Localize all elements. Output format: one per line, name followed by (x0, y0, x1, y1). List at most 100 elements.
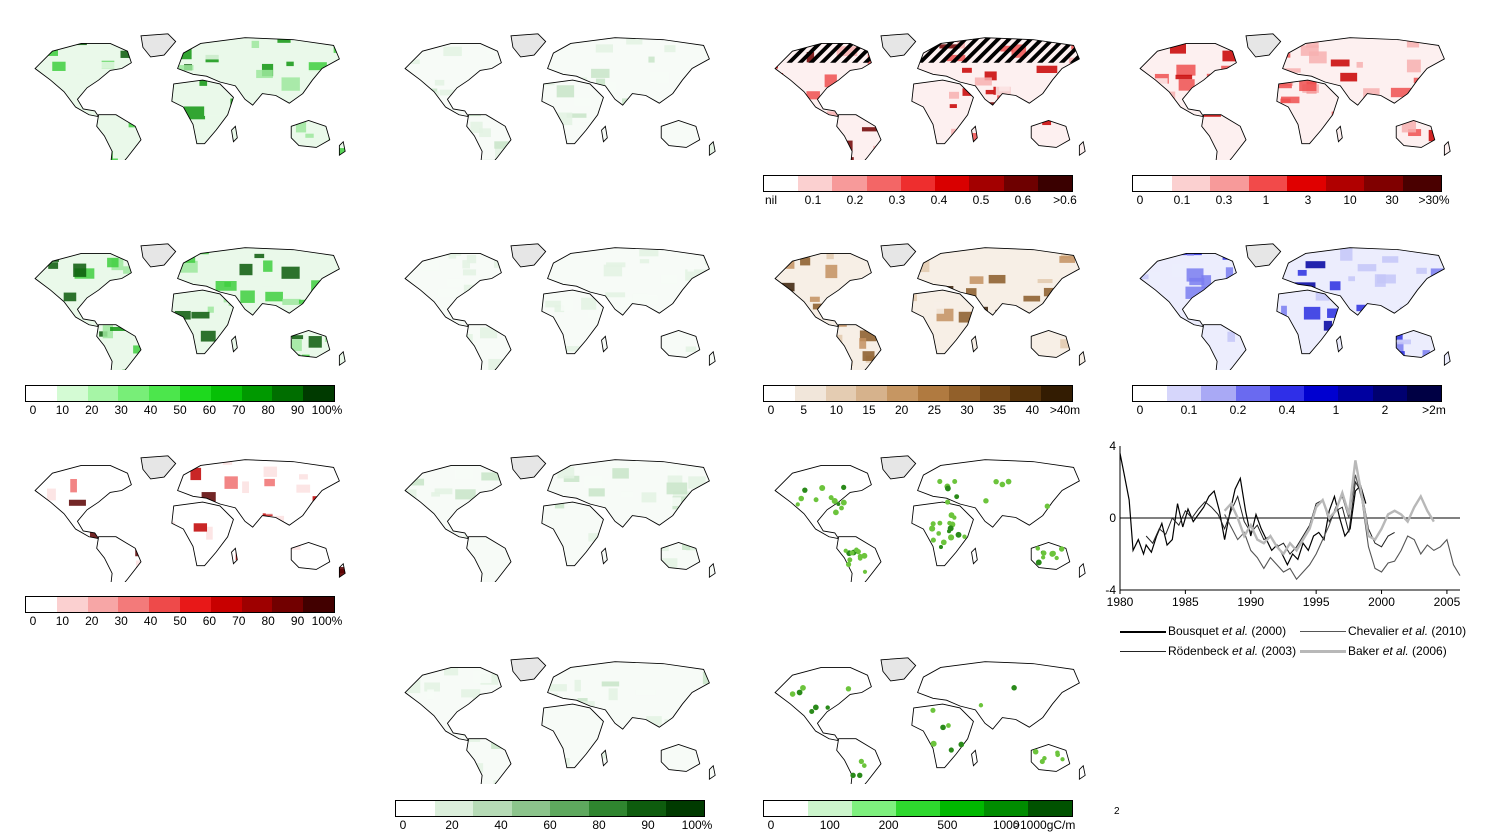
colorbar-tick-label: 80 (261, 614, 275, 628)
continent-outline (510, 243, 547, 268)
continent-outline (171, 501, 234, 567)
colorbar-swatch (1248, 176, 1287, 191)
colorbar: 0 10 20 30 40 50 60 70 80 90 100% (25, 596, 342, 628)
colorbar-tick-label: 0 (1136, 193, 1144, 207)
map-panel (1115, 240, 1455, 370)
continent-outline (34, 253, 132, 328)
continent-outline (601, 335, 608, 353)
continent-outline (1276, 79, 1339, 145)
continent-outline (601, 547, 608, 565)
colorbar: 0 10 20 30 40 50 60 70 80 90 100% (25, 385, 343, 417)
continent-outline (1078, 350, 1086, 366)
colorbar-swatch (825, 386, 857, 401)
colorbar-swatch (210, 386, 242, 401)
continent-outline (1030, 542, 1071, 570)
colorbar-tick-label: 40 (1025, 403, 1040, 417)
continent-outline (917, 459, 1080, 528)
continent-outline (880, 455, 917, 480)
site-dot (1032, 748, 1039, 755)
colorbar: 0 100 200 500 1000 >1000gC/m (763, 800, 1075, 832)
colorbar-swatches (763, 800, 1073, 817)
site-dot (832, 509, 839, 516)
colorbar-swatch (900, 176, 936, 191)
colorbar-swatch (149, 386, 180, 401)
colorbar-swatch (665, 801, 704, 816)
continent-outline (171, 289, 234, 355)
colorbar-tick-label: 0.2 (1229, 403, 1247, 417)
colorbar-tick-label: 90 (290, 403, 305, 417)
site-dot (940, 539, 947, 546)
series-line (1119, 453, 1367, 567)
colorbar-swatch (179, 386, 211, 401)
continent-outline (601, 749, 608, 767)
world-map-svg (774, 243, 1086, 370)
site-dot (978, 703, 984, 708)
continent-outline (34, 43, 132, 118)
colorbar-swatch (1041, 386, 1072, 401)
colorbar-tick-label: 60 (543, 818, 557, 832)
map-panel (10, 30, 350, 160)
site-dot (825, 705, 830, 710)
map-panel (380, 452, 720, 582)
continent-outline (1078, 562, 1086, 578)
continent-outline (1030, 120, 1071, 148)
site-dot (862, 569, 868, 574)
colorbar-swatch (1171, 176, 1210, 191)
continent-outline (1030, 330, 1071, 358)
colorbar-swatch (808, 801, 852, 816)
continent-outline (971, 547, 978, 565)
continent-outline (290, 330, 331, 358)
colorbar-swatch (1167, 386, 1202, 401)
continent-outline (836, 324, 882, 370)
site-dot (962, 534, 967, 539)
colorbar-tick-label: 60 (202, 614, 217, 628)
colorbar-swatch (798, 176, 833, 191)
legend-swatch (1120, 651, 1166, 653)
site-dot (947, 534, 955, 541)
colorbar-swatch (241, 386, 273, 401)
colorbar-swatch (917, 386, 949, 401)
site-dot (861, 552, 868, 559)
continent-outline (404, 253, 502, 328)
continent-outline (96, 114, 142, 160)
continent-outline (231, 335, 238, 353)
colorbar-labels: 0 0.1 0.3 1 3 10 30 >30% (1132, 192, 1450, 207)
colorbar-swatch (26, 386, 57, 401)
colorbar-tick-label: 20 (894, 403, 909, 417)
colorbar-swatch (852, 801, 896, 816)
colorbar: 0 0.1 0.2 0.4 1 2 >2m (1132, 385, 1446, 417)
colorbar-swatch (1037, 176, 1072, 191)
colorbar-swatches (763, 385, 1073, 402)
colorbar-tick-label: 20 (85, 403, 99, 417)
world-map-svg (404, 33, 716, 160)
continent-outline (1336, 335, 1343, 353)
site-dot (930, 740, 937, 747)
colorbar-swatch (118, 597, 150, 612)
continent-outline (911, 501, 974, 567)
continent-outline (917, 37, 1080, 106)
colorbar-tick-label: 25 (927, 403, 942, 417)
site-dot (1055, 752, 1061, 758)
colorbar-labels: 0 0.1 0.2 0.4 1 2 >2m (1132, 402, 1446, 417)
colorbar-swatch (1325, 176, 1364, 191)
site-dot (938, 544, 944, 550)
continent-outline (660, 744, 701, 772)
map-panel (10, 240, 350, 370)
map-panel (750, 30, 1090, 160)
colorbar-swatch (1304, 386, 1339, 401)
continent-outline (466, 738, 512, 784)
colorbar-swatch (764, 176, 799, 191)
continent-outline (1078, 764, 1086, 780)
colorbar-tick-label: 1 (1332, 403, 1340, 417)
colorbar-labels: 0 10 20 30 40 50 60 70 80 90 100% (25, 402, 343, 417)
world-map-svg (404, 657, 716, 784)
site-dot (1044, 503, 1051, 509)
continent-outline (1336, 125, 1343, 143)
colorbar-tick-label: 35 (992, 403, 1007, 417)
colorbar-swatch (303, 597, 334, 612)
colorbar-swatch (87, 597, 119, 612)
continent-outline (171, 79, 234, 145)
site-dot (929, 525, 936, 532)
y-tick-label: 4 (1109, 440, 1116, 453)
